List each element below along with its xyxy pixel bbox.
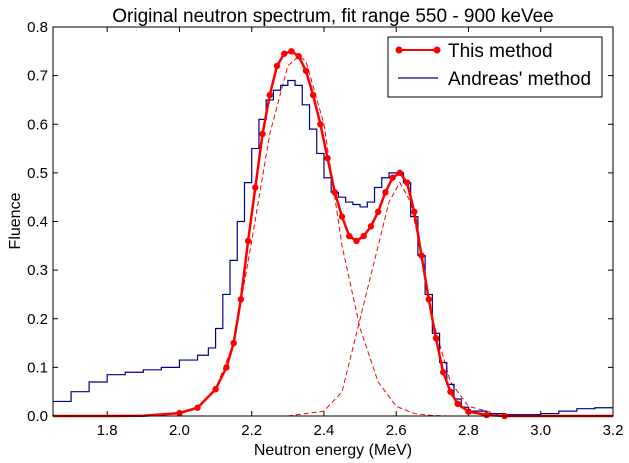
data-point-this-method	[212, 386, 219, 393]
y-tick-label: 0.4	[27, 214, 48, 231]
legend-box	[387, 36, 603, 98]
data-point-this-method	[360, 232, 367, 240]
series-component-3	[287, 181, 613, 417]
y-tick-label: 0.6	[27, 116, 48, 133]
x-tick-label: 2.6	[386, 422, 407, 439]
ticks: 1.8 2.0 2.2 2.4 2.6 2.8 3.0 3.2 0.0 0.1 0.2 0.3 0.4 0…	[27, 19, 623, 439]
data-point-this-method	[273, 62, 281, 70]
data-point-this-method	[432, 335, 440, 342]
data-point-this-method	[259, 130, 266, 138]
x-tick-label: 3.2	[603, 422, 624, 439]
data-point-this-method	[237, 296, 245, 303]
data-point-this-method	[411, 208, 418, 215]
data-point-this-method	[338, 213, 346, 220]
data-point-this-method	[454, 400, 461, 408]
y-tick-label: 0.1	[27, 359, 48, 376]
plot-area	[52, 48, 613, 420]
data-point-this-method	[346, 232, 353, 240]
y-tick-label: 0.5	[27, 165, 48, 182]
legend-marker-this-method	[433, 46, 441, 54]
y-tick-label: 0.0	[27, 408, 48, 425]
y-axis-label: Fluence	[7, 192, 24, 249]
x-tick-label: 2.0	[169, 422, 190, 439]
data-point-this-method	[465, 408, 472, 415]
legend-label-this-method: This method	[448, 41, 553, 62]
data-point-this-method	[439, 369, 447, 376]
data-point-this-method	[281, 50, 288, 57]
data-point-this-method	[374, 208, 382, 215]
x-tick-label: 2.8	[458, 422, 479, 439]
chart-title: Original neutron spectrum, fit range 550…	[112, 6, 553, 27]
data-point-this-method	[223, 364, 230, 371]
x-tick-label: 1.8	[97, 422, 118, 439]
series-this-method	[53, 49, 613, 418]
data-point-this-method	[331, 189, 339, 196]
data-point-this-method	[317, 121, 324, 128]
data-point-this-method	[288, 48, 295, 55]
y-tick-label: 0.8	[27, 19, 48, 36]
plot-frame	[52, 26, 614, 417]
series-andreas-method	[53, 79, 613, 416]
data-point-this-method	[396, 169, 404, 177]
data-point-this-method	[389, 174, 396, 181]
x-tick-label: 3.0	[530, 422, 551, 439]
y-tick-label: 0.2	[27, 311, 48, 328]
data-point-this-method	[324, 155, 331, 162]
legend: This method Andreas' method	[387, 36, 603, 98]
data-point-this-method	[295, 52, 302, 60]
data-point-this-method	[176, 409, 183, 417]
data-point-this-method	[382, 189, 389, 196]
data-point-this-method	[483, 411, 490, 419]
data-point-this-method	[353, 237, 360, 245]
y-tick-label: 0.7	[27, 68, 48, 85]
data-point-this-method	[309, 91, 317, 99]
legend-label-andreas-method: Andreas' method	[448, 69, 591, 90]
x-tick-label: 2.2	[241, 422, 262, 439]
data-point-this-method	[252, 184, 259, 191]
data-point-this-method	[194, 404, 201, 411]
data-point-this-method	[367, 223, 375, 230]
data-point-this-method	[447, 388, 454, 395]
data-point-this-method	[230, 339, 237, 347]
data-point-this-method	[266, 91, 273, 99]
legend-marker-this-method	[395, 46, 403, 54]
data-point-this-method	[244, 237, 252, 245]
x-axis-label: Neutron energy (MeV)	[254, 442, 412, 459]
y-tick-label: 0.3	[27, 262, 48, 279]
data-point-this-method	[302, 67, 310, 74]
data-point-this-method	[403, 179, 411, 186]
x-tick-label: 2.4	[314, 422, 335, 439]
data-point-this-method	[425, 296, 432, 303]
data-point-this-method	[418, 252, 425, 259]
